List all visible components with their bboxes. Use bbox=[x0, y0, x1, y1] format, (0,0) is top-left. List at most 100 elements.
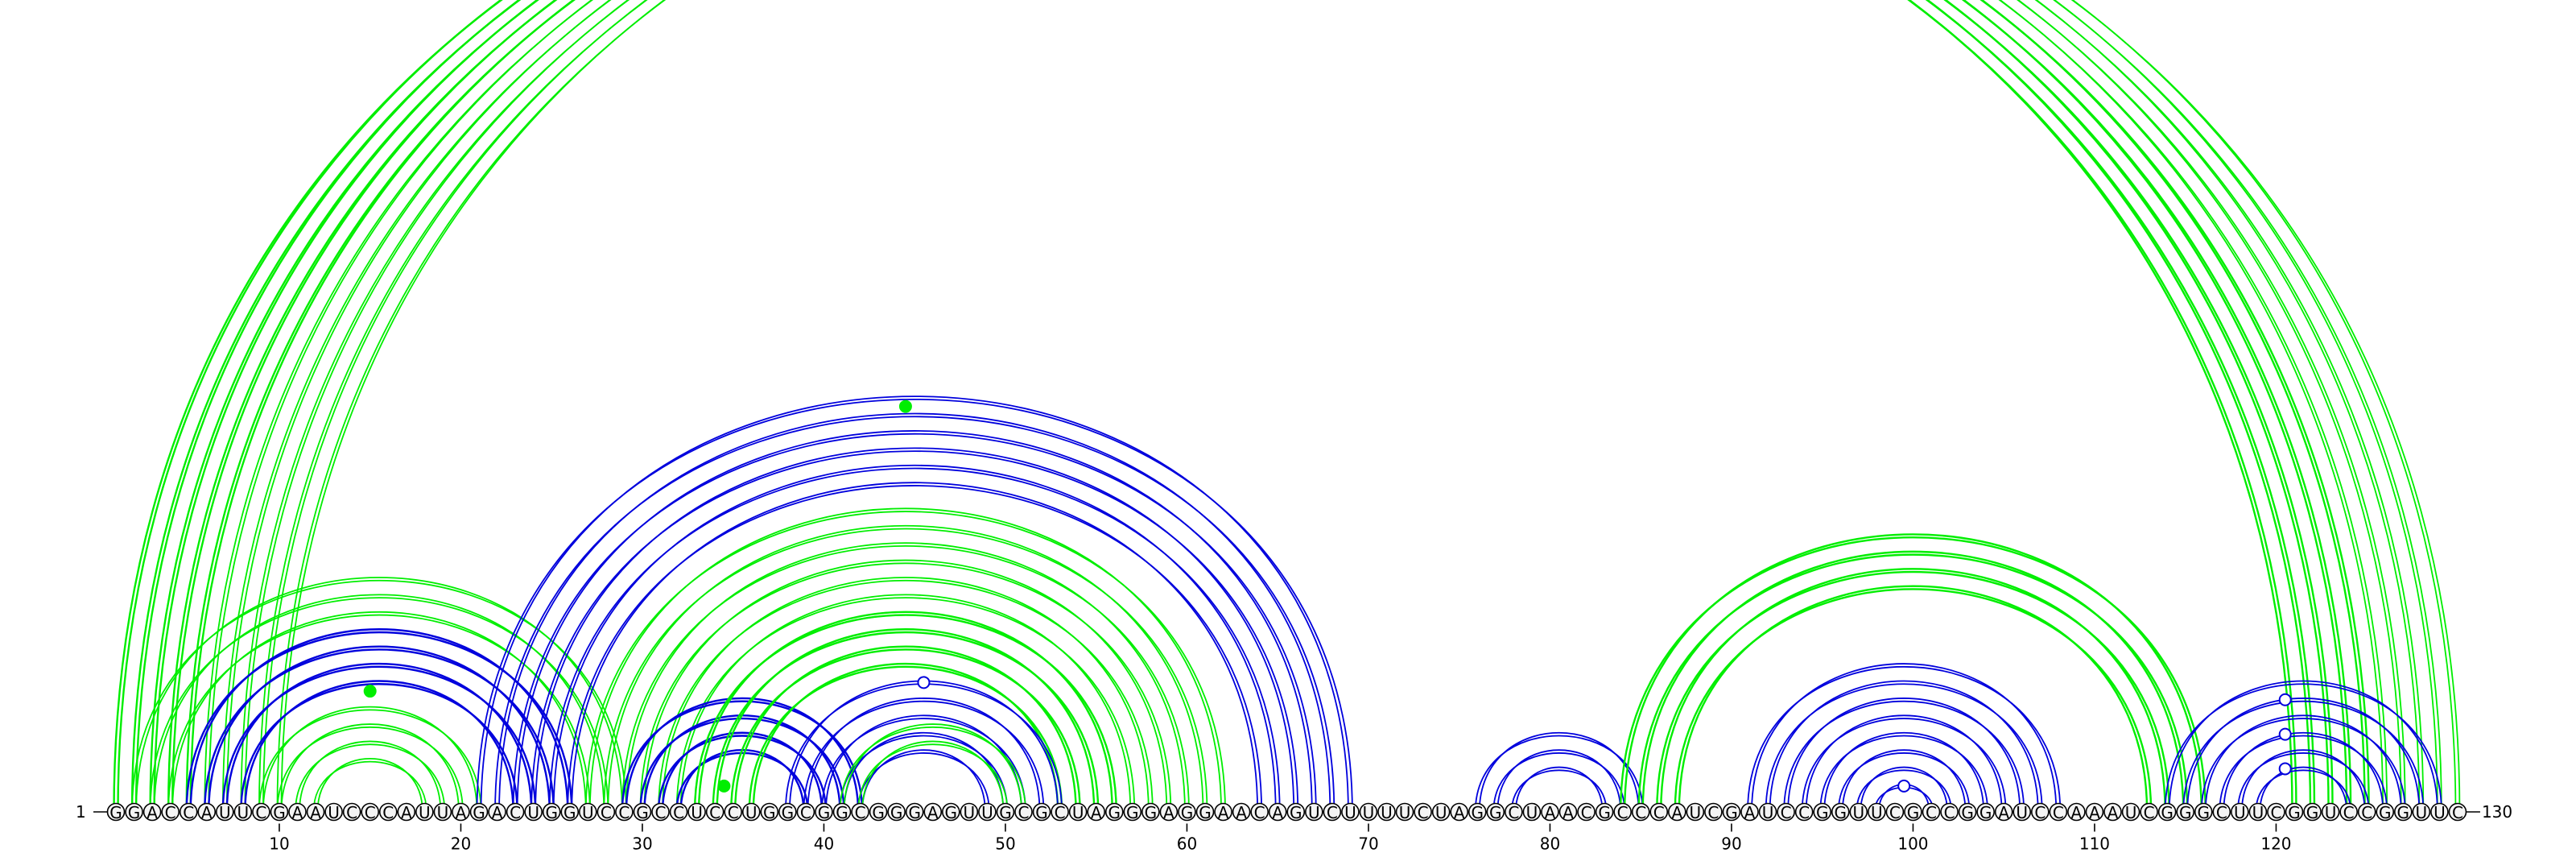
nucleotide-61-circle bbox=[1195, 802, 1215, 822]
arc-blue-30-41 bbox=[643, 714, 841, 813]
nucleotide-40-circle bbox=[815, 802, 833, 822]
arc-green-3-123 bbox=[149, 0, 2334, 813]
nucleotide-126: G bbox=[2379, 803, 2392, 822]
nucleotide-87-circle bbox=[1668, 802, 1686, 822]
nucleotide-62-circle bbox=[1214, 802, 1232, 822]
nucleotide-104: G bbox=[1979, 803, 1992, 822]
nucleotide-63-circle bbox=[1232, 802, 1251, 822]
nucleotide-20: A bbox=[456, 803, 467, 822]
nucleotide-85-circle bbox=[1631, 802, 1650, 822]
arc-blue-91-108 bbox=[1747, 665, 2062, 813]
nucleotide-26-circle bbox=[560, 802, 580, 822]
nucleotide-108: C bbox=[2053, 803, 2064, 822]
arc-blue-114-129 bbox=[2164, 683, 2442, 813]
nucleotide-74: U bbox=[1435, 803, 1447, 822]
arc-green-33-56 bbox=[693, 614, 1117, 813]
nucleotide-52-circle bbox=[1032, 802, 1051, 822]
nucleotide-18-circle bbox=[415, 802, 434, 822]
nucleotide-12: A bbox=[310, 803, 321, 822]
nucleotide-35-circle bbox=[724, 802, 743, 822]
nucleotide-41-circle bbox=[832, 802, 852, 822]
nucleotide-12-circle bbox=[306, 802, 325, 822]
nucleotide-119-circle bbox=[2248, 802, 2268, 822]
nucleotide-51: C bbox=[1018, 803, 1030, 822]
nucleotide-42: C bbox=[855, 803, 866, 822]
nucleotide-78: C bbox=[1508, 803, 1519, 822]
nucleotide-19-circle bbox=[433, 802, 452, 822]
nucleotide-122: G bbox=[2306, 803, 2319, 822]
arc-green-85-115 bbox=[1641, 550, 2185, 813]
nucleotide-84-circle bbox=[1613, 802, 1632, 822]
arc-green-5-125 bbox=[189, 0, 2366, 813]
nucleotide-28: C bbox=[601, 803, 612, 822]
nucleotide-128-circle bbox=[2412, 802, 2431, 822]
nucleotide-53-circle bbox=[1051, 802, 1069, 822]
nucleotide-48: U bbox=[964, 803, 976, 822]
nucleotide-91-circle bbox=[1740, 802, 1759, 822]
arc-blue-41-50 bbox=[843, 731, 1005, 813]
arc-blue-29-42 bbox=[621, 700, 864, 813]
nucleotide-64-circle bbox=[1250, 802, 1269, 822]
nucleotide-16-circle bbox=[378, 802, 398, 822]
arc-blue-39-52 bbox=[803, 700, 1045, 813]
nucleotide-3-circle bbox=[142, 802, 162, 822]
marker-4 bbox=[917, 676, 931, 689]
position-label-100: 100 bbox=[1897, 834, 1928, 854]
arc-green-33-56 bbox=[694, 614, 1117, 813]
marker-3 bbox=[363, 685, 377, 698]
nucleotide-23: C bbox=[510, 803, 521, 822]
nucleotide-7-circle bbox=[215, 802, 234, 822]
nucleotide-14-circle bbox=[342, 802, 361, 822]
arc-blue-117-126 bbox=[2223, 731, 2384, 813]
arc-blue-31-40 bbox=[657, 735, 828, 813]
nucleotide-1: G bbox=[109, 803, 122, 822]
arc-blue-119-124 bbox=[2259, 766, 2348, 813]
nucleotide-103: G bbox=[1961, 803, 1974, 822]
nucleotide-87: A bbox=[1671, 803, 1682, 822]
nucleotide-5: C bbox=[183, 803, 194, 822]
nucleotide-98-circle bbox=[1868, 802, 1886, 822]
nucleotide-67-circle bbox=[1305, 802, 1323, 822]
arc-blue-92-107 bbox=[1769, 680, 2039, 813]
nucleotide-6: A bbox=[201, 803, 213, 822]
nucleotide-70-circle bbox=[1359, 802, 1378, 822]
nucleotide-110: A bbox=[2089, 803, 2100, 822]
arc-blue-40-51 bbox=[821, 718, 1026, 813]
nucleotide-107: C bbox=[2034, 803, 2046, 822]
arc-blue-21-69 bbox=[480, 395, 1349, 813]
nucleotide-2-circle bbox=[125, 802, 143, 822]
nucleotide-82: C bbox=[1581, 803, 1592, 822]
marker-6 bbox=[1897, 779, 1911, 793]
arc-blue-22-68 bbox=[498, 412, 1331, 813]
nucleotide-67: U bbox=[1308, 803, 1320, 822]
arc-green-11-19 bbox=[299, 740, 442, 813]
nucleotide-22: A bbox=[492, 803, 503, 822]
nucleotide-113: C bbox=[2144, 803, 2155, 822]
nucleotide-114-circle bbox=[2157, 802, 2177, 822]
nucleotide-47: G bbox=[945, 803, 958, 822]
nucleotide-97-circle bbox=[1849, 802, 1868, 822]
nucleotide-69-circle bbox=[1341, 802, 1360, 822]
arc-blue-93-106 bbox=[1787, 698, 2021, 813]
arc-green-9-21 bbox=[258, 709, 482, 813]
nucleotide-111: A bbox=[2107, 803, 2119, 822]
nucleotide-4-circle bbox=[161, 802, 180, 822]
arc-green-3-123 bbox=[153, 0, 2330, 813]
nucleotide-2: G bbox=[128, 803, 141, 822]
arc-blue-41-50 bbox=[839, 735, 1009, 813]
nucleotide-116-circle bbox=[2194, 802, 2213, 822]
nucleotide-55: A bbox=[1091, 803, 1102, 822]
arc-blue-42-49 bbox=[861, 749, 986, 813]
arc-blue-94-105 bbox=[1801, 718, 2007, 813]
nucleotide-75: A bbox=[1454, 803, 1465, 822]
nucleotide-119: U bbox=[2252, 803, 2264, 822]
nucleotide-64: C bbox=[1254, 803, 1265, 822]
nucleotide-113-circle bbox=[2140, 802, 2158, 822]
arc-green-87-113 bbox=[1678, 585, 2149, 813]
nucleotide-112: U bbox=[2125, 803, 2137, 822]
arc-blue-117-126 bbox=[2219, 735, 2388, 813]
nucleotide-6-circle bbox=[197, 802, 217, 822]
nucleotide-76-circle bbox=[1468, 802, 1487, 822]
nucleotide-100: G bbox=[1907, 803, 1920, 822]
nucleotide-57: G bbox=[1126, 803, 1139, 822]
